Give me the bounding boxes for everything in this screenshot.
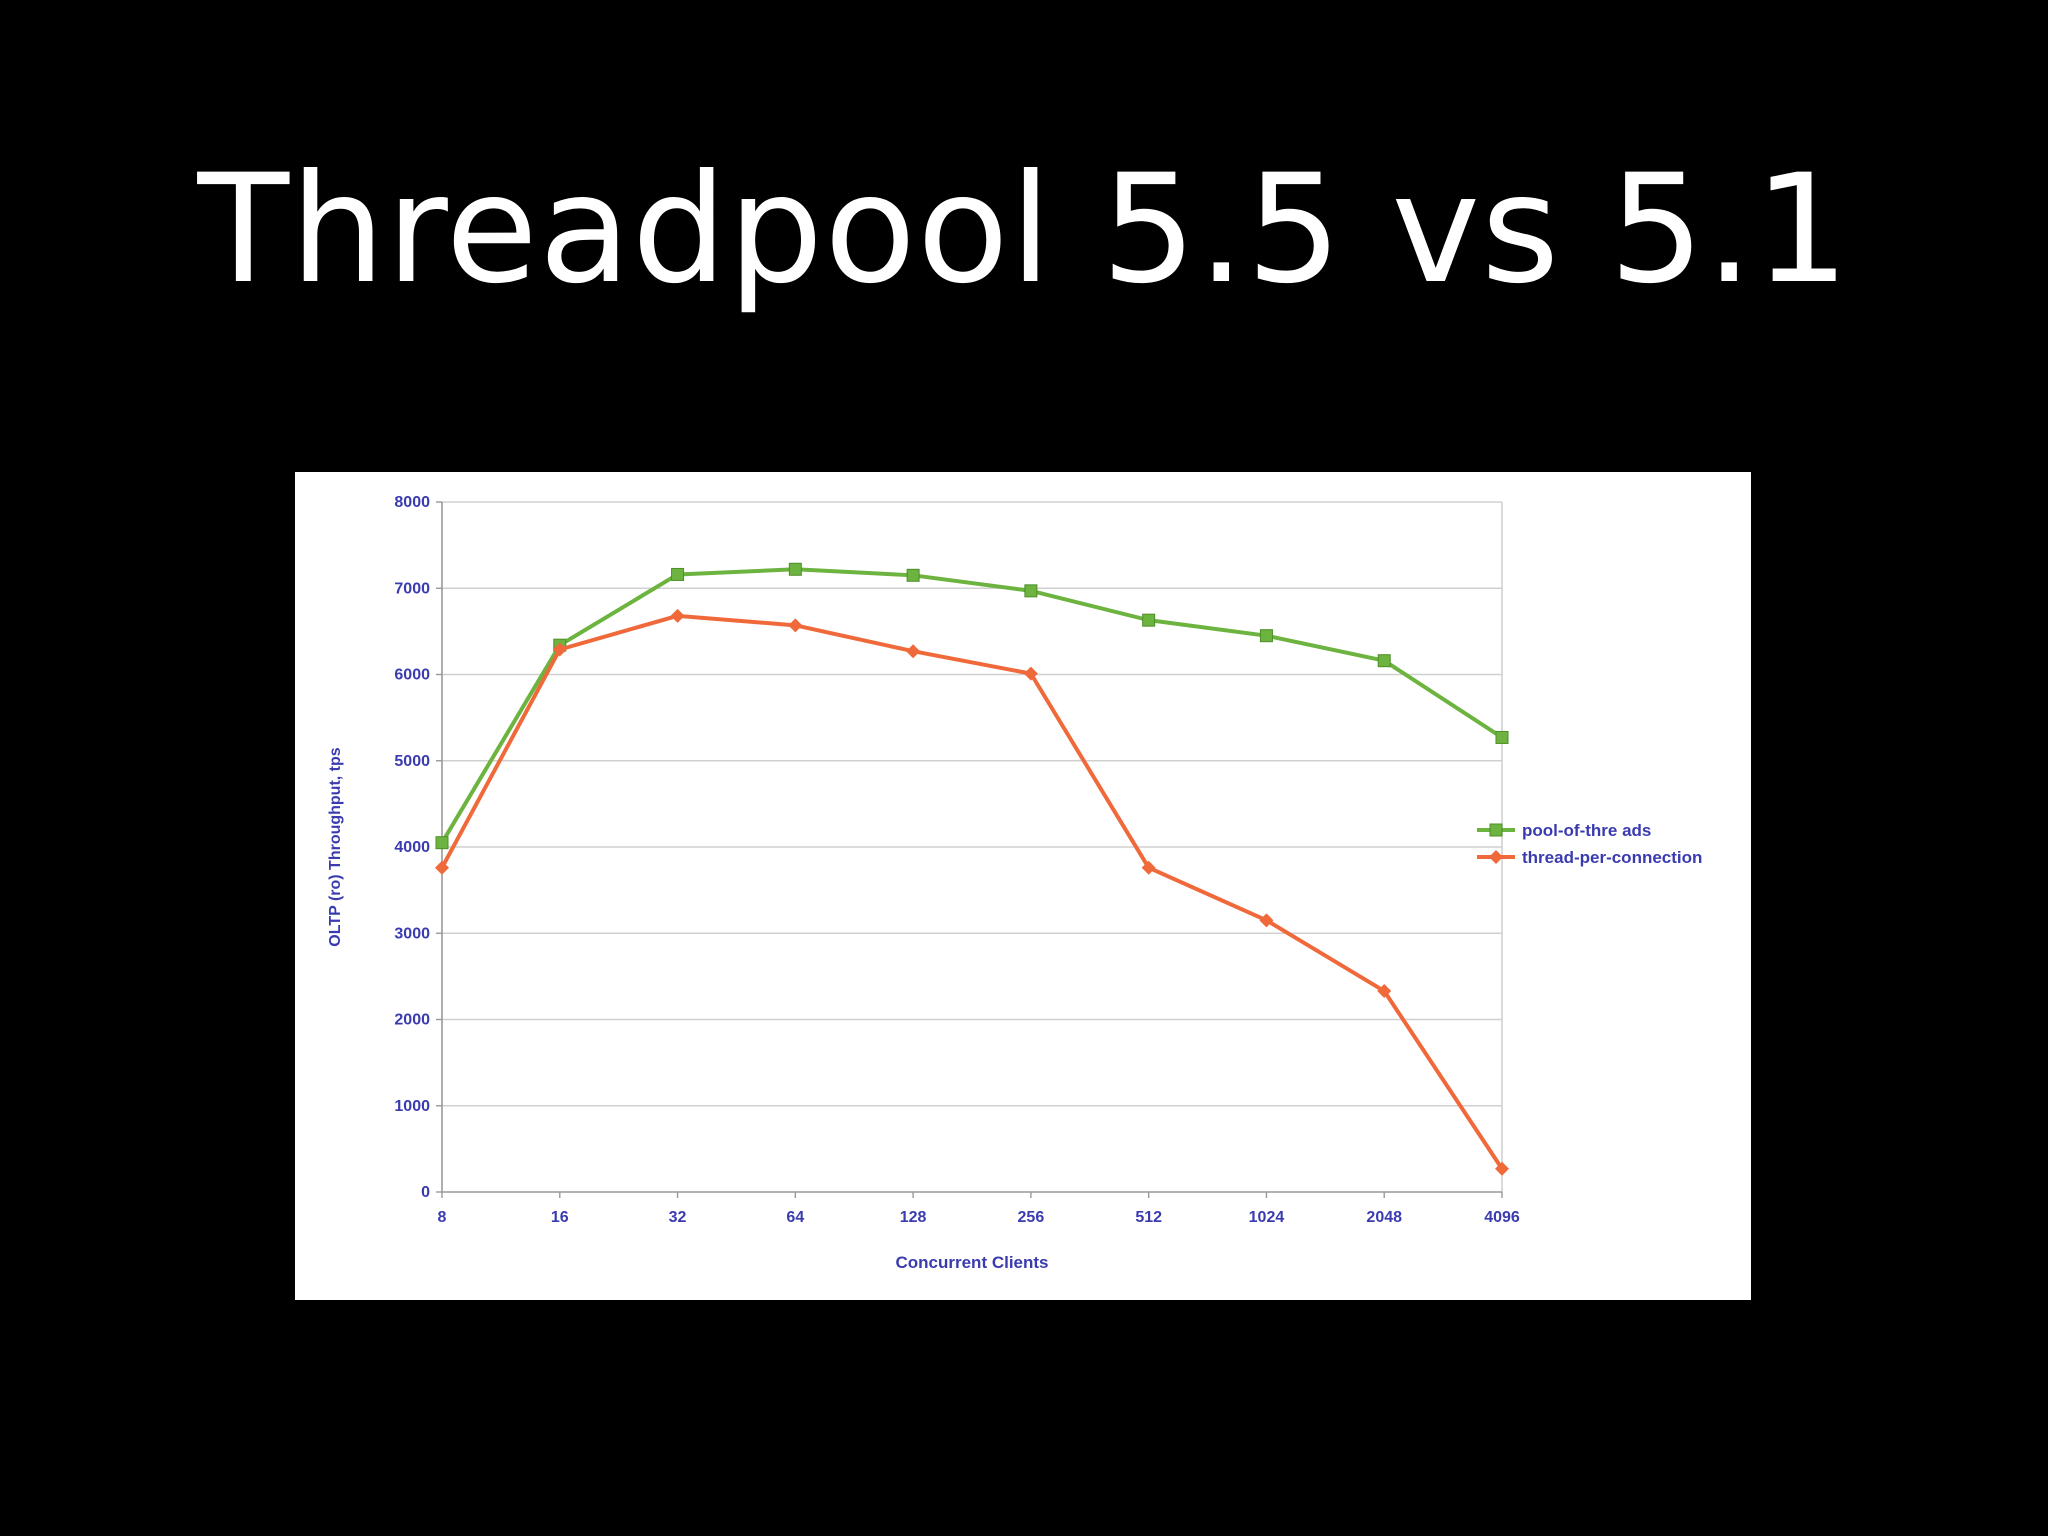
legend-item-pool-of-threads: pool-of-thre ads xyxy=(1477,821,1651,840)
y-tick-label: 6000 xyxy=(394,667,430,684)
data-point-thread-per-connection xyxy=(788,618,803,633)
data-point-thread-per-connection xyxy=(435,860,449,875)
series-line-thread-per-connection xyxy=(440,613,1504,1171)
y-tick-label: 2000 xyxy=(394,1012,430,1029)
x-tick-label: 64 xyxy=(786,1209,804,1226)
data-point-thread-per-connection xyxy=(1141,860,1156,875)
x-tick-label: 32 xyxy=(669,1209,687,1226)
data-point-thread-per-connection xyxy=(670,608,685,623)
x-tick-label: 256 xyxy=(1018,1209,1045,1226)
data-point-thread-per-connection xyxy=(1495,1161,1509,1176)
data-point-thread-per-connection xyxy=(1259,913,1274,928)
data-point-thread-per-connection xyxy=(1023,666,1038,681)
y-axis-label: OLTP (ro) Throughput, tps xyxy=(327,747,344,946)
series-pool-of-threads xyxy=(435,562,1509,850)
legend-label: pool-of-thre ads xyxy=(1522,821,1651,840)
data-point-pool-of-threads xyxy=(1142,613,1156,627)
x-tick-label: 1024 xyxy=(1249,1209,1285,1226)
data-point-thread-per-connection xyxy=(1377,984,1392,999)
data-point-pool-of-threads xyxy=(1024,584,1038,598)
x-tick-label: 16 xyxy=(551,1209,569,1226)
x-tick-label: 4096 xyxy=(1484,1209,1520,1226)
legend-swatch-marker xyxy=(1489,823,1503,837)
legend-item-thread-per-connection: thread-per-connection xyxy=(1477,848,1702,867)
y-tick-label: 5000 xyxy=(394,753,430,770)
chart-panel: 0 1000 2000 3000 4000 5000 6000 7000 8000 8 16 32 64… xyxy=(295,472,1751,1300)
data-point-pool-of-threads xyxy=(1259,629,1273,643)
y-tick-label: 0 xyxy=(421,1184,430,1201)
x-tick-label: 512 xyxy=(1135,1209,1162,1226)
x-tick-label: 2048 xyxy=(1366,1209,1402,1226)
data-point-pool-of-threads xyxy=(1495,730,1509,744)
throughput-line-chart: 0 1000 2000 3000 4000 5000 6000 7000 8000 8 16 32 64… xyxy=(327,494,1702,1272)
x-tick-label: 128 xyxy=(900,1209,927,1226)
data-point-pool-of-threads xyxy=(435,836,449,850)
slide-title: Threadpool 5.5 vs 5.1 xyxy=(197,143,1851,317)
grid-lines xyxy=(442,501,1503,1192)
x-axis-label: Concurrent Clients xyxy=(895,1253,1048,1272)
legend-label: thread-per-connection xyxy=(1522,848,1702,867)
data-point-thread-per-connection xyxy=(552,642,567,657)
legend: pool-of-thre ads thread-per-connection xyxy=(1477,821,1702,867)
legend-swatch-marker xyxy=(1489,850,1503,864)
y-tick-label: 3000 xyxy=(394,925,430,942)
data-point-pool-of-threads xyxy=(671,567,685,581)
data-point-pool-of-threads xyxy=(906,568,920,582)
y-tick-label: 4000 xyxy=(394,839,430,856)
data-point-pool-of-threads xyxy=(1377,654,1391,668)
x-tick-label: 8 xyxy=(438,1209,447,1226)
data-point-pool-of-threads xyxy=(788,562,802,576)
series-line-pool-of-threads xyxy=(440,567,1504,845)
axes: 0 1000 2000 3000 4000 5000 6000 7000 8000 8 16 32 64… xyxy=(394,494,1519,1226)
y-tick-label: 7000 xyxy=(394,580,430,597)
y-tick-label: 1000 xyxy=(394,1098,430,1115)
y-tick-label: 8000 xyxy=(394,494,430,511)
series-thread-per-connection xyxy=(435,608,1509,1176)
data-point-thread-per-connection xyxy=(906,644,921,659)
series-lines xyxy=(435,562,1509,1176)
